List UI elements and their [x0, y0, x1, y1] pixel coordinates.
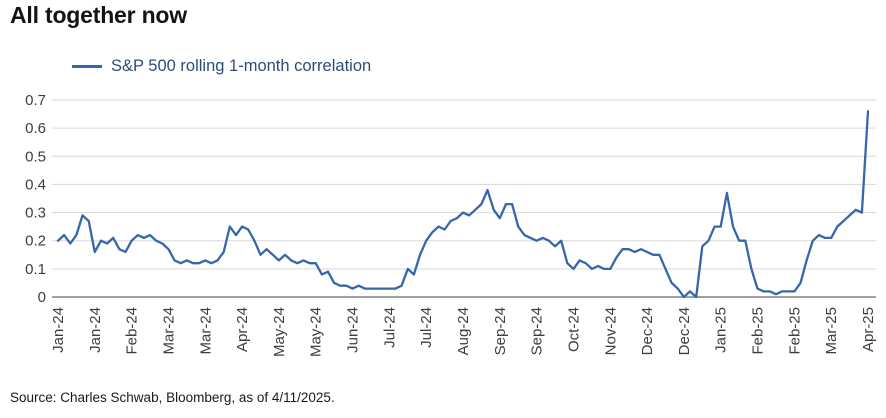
- svg-text:Sep-24: Sep-24: [529, 307, 546, 355]
- svg-text:Feb-24: Feb-24: [124, 307, 141, 355]
- svg-text:Jul-24: Jul-24: [418, 307, 435, 348]
- svg-text:Mar-24: Mar-24: [197, 307, 214, 355]
- svg-text:Sep-24: Sep-24: [492, 307, 509, 355]
- svg-text:0.5: 0.5: [25, 148, 46, 165]
- source-text: Source: Charles Schwab, Bloomberg, as of…: [10, 390, 335, 405]
- svg-text:Mar-24: Mar-24: [161, 307, 178, 355]
- svg-text:Aug-24: Aug-24: [455, 307, 472, 355]
- chart-legend: S&P 500 rolling 1-month correlation: [72, 57, 371, 76]
- correlation-chart: 0 0.1 0.2 0.3 0.4 0.5 0.6 0.7 Jan-24 Jan-24 Feb-24…: [25, 92, 877, 357]
- svg-text:0.1: 0.1: [25, 261, 46, 278]
- svg-text:0: 0: [38, 289, 46, 306]
- svg-text:0.2: 0.2: [25, 233, 46, 250]
- svg-text:May-24: May-24: [271, 307, 288, 357]
- svg-text:0.3: 0.3: [25, 205, 46, 222]
- svg-text:May-24: May-24: [308, 307, 325, 357]
- svg-text:Apr-25: Apr-25: [860, 307, 877, 352]
- svg-text:Feb-25: Feb-25: [750, 307, 767, 355]
- svg-text:Apr-24: Apr-24: [234, 307, 251, 352]
- svg-text:Jan-24: Jan-24: [87, 307, 104, 353]
- svg-text:Jan-24: Jan-24: [50, 307, 67, 353]
- svg-text:Oct-24: Oct-24: [566, 307, 583, 352]
- svg-text:Dec-24: Dec-24: [639, 307, 656, 355]
- svg-text:Nov-24: Nov-24: [602, 307, 619, 355]
- svg-text:Jan-25: Jan-25: [713, 307, 730, 353]
- svg-text:0.4: 0.4: [25, 176, 46, 193]
- svg-text:Jun-24: Jun-24: [345, 307, 362, 353]
- svg-text:Feb-25: Feb-25: [786, 307, 803, 355]
- svg-text:Jul-24: Jul-24: [381, 307, 398, 348]
- page-title: All together now: [10, 2, 187, 28]
- svg-text:0.7: 0.7: [25, 92, 46, 109]
- legend-line-swatch: [72, 65, 102, 68]
- svg-text:Mar-25: Mar-25: [823, 307, 840, 355]
- svg-text:Dec-24: Dec-24: [676, 307, 693, 355]
- svg-text:0.6: 0.6: [25, 120, 46, 137]
- legend-label: S&P 500 rolling 1-month correlation: [111, 57, 372, 75]
